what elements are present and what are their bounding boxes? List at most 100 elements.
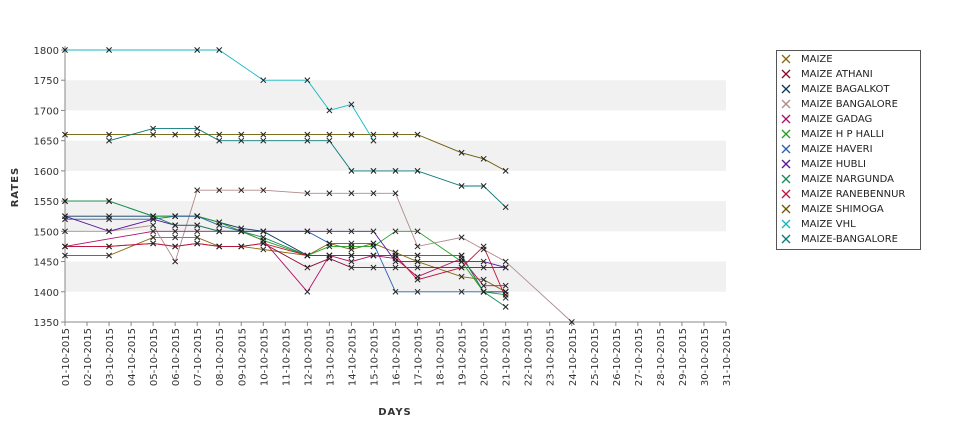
x-tick-label: 15-10-2015 (369, 328, 380, 386)
data-point-marker (172, 222, 179, 229)
data-point-marker (348, 190, 355, 197)
x-tick-label: 27-10-2015 (634, 328, 645, 386)
legend-swatch-icon (781, 144, 791, 154)
data-point-marker (238, 243, 245, 250)
legend-swatch-icon (781, 129, 791, 139)
data-point-marker (238, 228, 245, 235)
data-point-marker (172, 258, 179, 265)
series-markers (62, 47, 575, 325)
legend-label: MAIZE BAGALKOT (801, 84, 890, 95)
x-tick-label: 14-10-2015 (347, 328, 358, 386)
data-point-marker (238, 137, 245, 144)
x-tick-label: 20-10-2015 (480, 328, 491, 386)
x-tick-label: 22-10-2015 (524, 328, 535, 386)
data-point-marker (194, 222, 201, 229)
data-point-marker (150, 131, 157, 138)
grid-band (65, 140, 726, 171)
legend-label: MAIZE GADAG (801, 114, 873, 125)
data-point-marker (150, 125, 157, 132)
legend-label: MAIZE-BANGALORE (801, 234, 898, 245)
data-point-marker (260, 234, 267, 241)
y-tick-label: 1400 (34, 288, 59, 299)
legend-swatch-icon (781, 84, 791, 94)
data-point-marker (106, 137, 113, 144)
data-point-marker (414, 258, 421, 265)
legend-swatch-icon (781, 204, 791, 214)
data-point-marker (392, 167, 399, 174)
data-point-marker (106, 252, 113, 259)
data-point-marker (414, 228, 421, 235)
legend-label: MAIZE H P HALLI (801, 129, 885, 140)
legend-swatch-icon (781, 114, 791, 124)
data-point-marker (150, 234, 157, 241)
x-tick-label: 12-10-2015 (303, 328, 314, 386)
data-point-marker (260, 187, 267, 194)
data-point-marker (106, 228, 113, 235)
data-point-marker (106, 216, 113, 223)
data-point-marker (216, 243, 223, 250)
x-tick-label: 02-10-2015 (83, 328, 94, 386)
y-tick-label: 1550 (34, 197, 59, 208)
x-tick-label: 24-10-2015 (568, 328, 579, 386)
data-point-marker (304, 264, 311, 271)
data-point-marker (172, 234, 179, 241)
y-tick-label: 1750 (34, 76, 59, 87)
data-point-marker (348, 258, 355, 265)
data-point-marker (62, 213, 68, 220)
data-point-marker (106, 47, 113, 53)
data-point-marker (370, 131, 377, 138)
y-tick-label: 1650 (34, 137, 59, 148)
legend-label: MAIZE ATHANI (801, 69, 873, 80)
data-point-marker (392, 228, 399, 235)
data-point-marker (392, 190, 399, 197)
data-point-marker (392, 131, 399, 138)
data-point-marker (414, 252, 421, 259)
x-tick-label: 03-10-2015 (105, 328, 116, 386)
data-point-marker (392, 288, 399, 295)
data-point-marker (326, 228, 333, 235)
data-point-marker (194, 240, 201, 247)
data-point-marker (502, 282, 509, 289)
data-point-marker (480, 155, 487, 162)
data-point-marker (326, 131, 333, 138)
data-point-marker (194, 187, 201, 194)
data-point-marker (260, 228, 267, 235)
data-point-marker (458, 264, 465, 271)
legend-swatch-icon (781, 69, 791, 79)
data-point-marker (414, 167, 421, 174)
data-point-marker (62, 228, 68, 235)
data-point-marker (106, 198, 113, 205)
data-point-marker (458, 149, 465, 156)
x-tick-label: 18-10-2015 (436, 328, 447, 386)
data-point-marker (194, 47, 201, 53)
data-point-marker (194, 213, 201, 220)
data-point-marker (414, 264, 421, 271)
data-point-marker (260, 240, 267, 247)
x-tick-label: 28-10-2015 (656, 328, 667, 386)
data-point-marker (304, 288, 311, 295)
y-tick-label: 1600 (34, 167, 59, 178)
data-point-marker (392, 264, 399, 271)
data-point-marker (458, 183, 465, 189)
data-point-marker (480, 288, 487, 295)
legend-swatch-icon (781, 219, 791, 229)
data-point-marker (216, 47, 223, 53)
data-point-marker (348, 101, 355, 108)
data-point-marker (326, 137, 333, 144)
x-tick-label: 26-10-2015 (612, 328, 623, 386)
data-point-marker (370, 137, 377, 144)
data-point-marker (150, 240, 157, 247)
data-point-marker (238, 187, 245, 194)
data-point-marker (348, 131, 355, 138)
chart-legend: MAIZE MAIZE ATHANI MAIZE BAGALKOT MAIZE BAN… (776, 50, 921, 250)
x-tick-label: 31-10-2015 (722, 328, 733, 386)
legend-swatch-icon (781, 189, 791, 199)
y-tick-label: 1500 (34, 227, 59, 238)
legend-label: MAIZE RANEBENNUR (801, 189, 906, 200)
data-point-marker (150, 213, 157, 220)
x-tick-label: 30-10-2015 (700, 328, 711, 386)
x-tick-label: 04-10-2015 (127, 328, 138, 386)
legend-item: MAIZE ATHANI (777, 67, 920, 82)
data-point-marker (304, 190, 311, 197)
data-point-marker (172, 228, 179, 235)
